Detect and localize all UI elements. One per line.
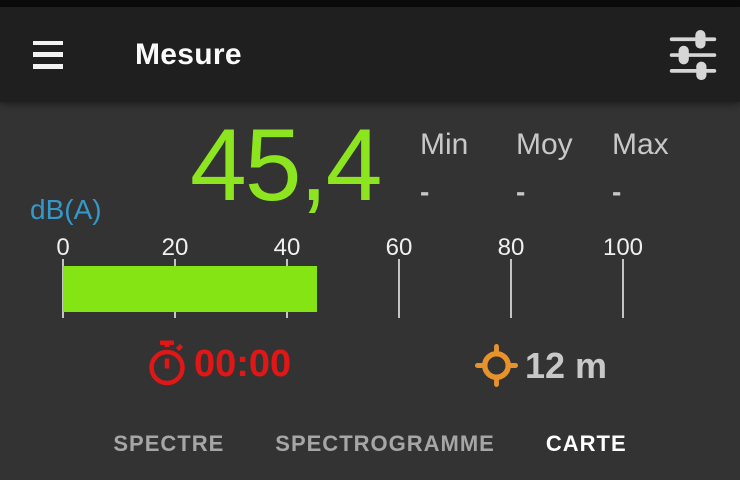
stat-label: Min: [420, 128, 469, 161]
tab-spectre[interactable]: SPECTRE: [113, 431, 225, 456]
tab-bar: SPECTRE SPECTROGRAMME CARTE: [0, 424, 740, 464]
tick-mark: [398, 259, 400, 318]
top-edge-strip: [0, 0, 740, 7]
stat-value: -: [420, 176, 430, 207]
tab-spectrogramme[interactable]: SPECTROGRAMME: [275, 431, 495, 456]
tick-label: 80: [497, 234, 525, 261]
tick-label: 100: [602, 234, 644, 261]
tick-label: 60: [385, 234, 413, 261]
tick-mark: [62, 259, 64, 318]
distance-value: 12 m: [525, 344, 608, 386]
tick-mark: [622, 259, 624, 318]
tune-sliders-icon[interactable]: [668, 30, 718, 82]
tab-carte[interactable]: CARTE: [545, 431, 627, 456]
tick-label: 40: [273, 234, 301, 261]
meter-bar: [63, 266, 318, 312]
stat-column-moy: Moy -: [516, 128, 616, 208]
stat-value: -: [516, 176, 526, 207]
stat-column-max: Max -: [612, 128, 712, 208]
unit-label: dB(A): [30, 194, 102, 225]
tick-label: 0: [56, 234, 70, 261]
tick-mark: [286, 259, 288, 318]
stat-label: Moy: [516, 128, 573, 161]
tick-mark: [510, 259, 512, 318]
app-bar: Mesure: [0, 7, 740, 102]
stat-column-min: Min -: [420, 128, 520, 208]
tick-mark: [174, 259, 176, 318]
stat-value: -: [612, 176, 622, 207]
tick-label: 20: [161, 234, 189, 261]
page-title: Mesure: [135, 37, 242, 71]
gps-crosshair-icon: [475, 344, 518, 387]
current-level-value: 45,4: [190, 108, 383, 222]
timer-value: 00:00: [194, 342, 292, 385]
hamburger-menu-icon[interactable]: [33, 40, 63, 69]
gps-distance-group[interactable]: 12 m: [475, 344, 607, 387]
stat-label: Max: [612, 128, 669, 161]
timer-group[interactable]: 00:00: [148, 340, 291, 388]
stopwatch-icon: [149, 340, 185, 386]
